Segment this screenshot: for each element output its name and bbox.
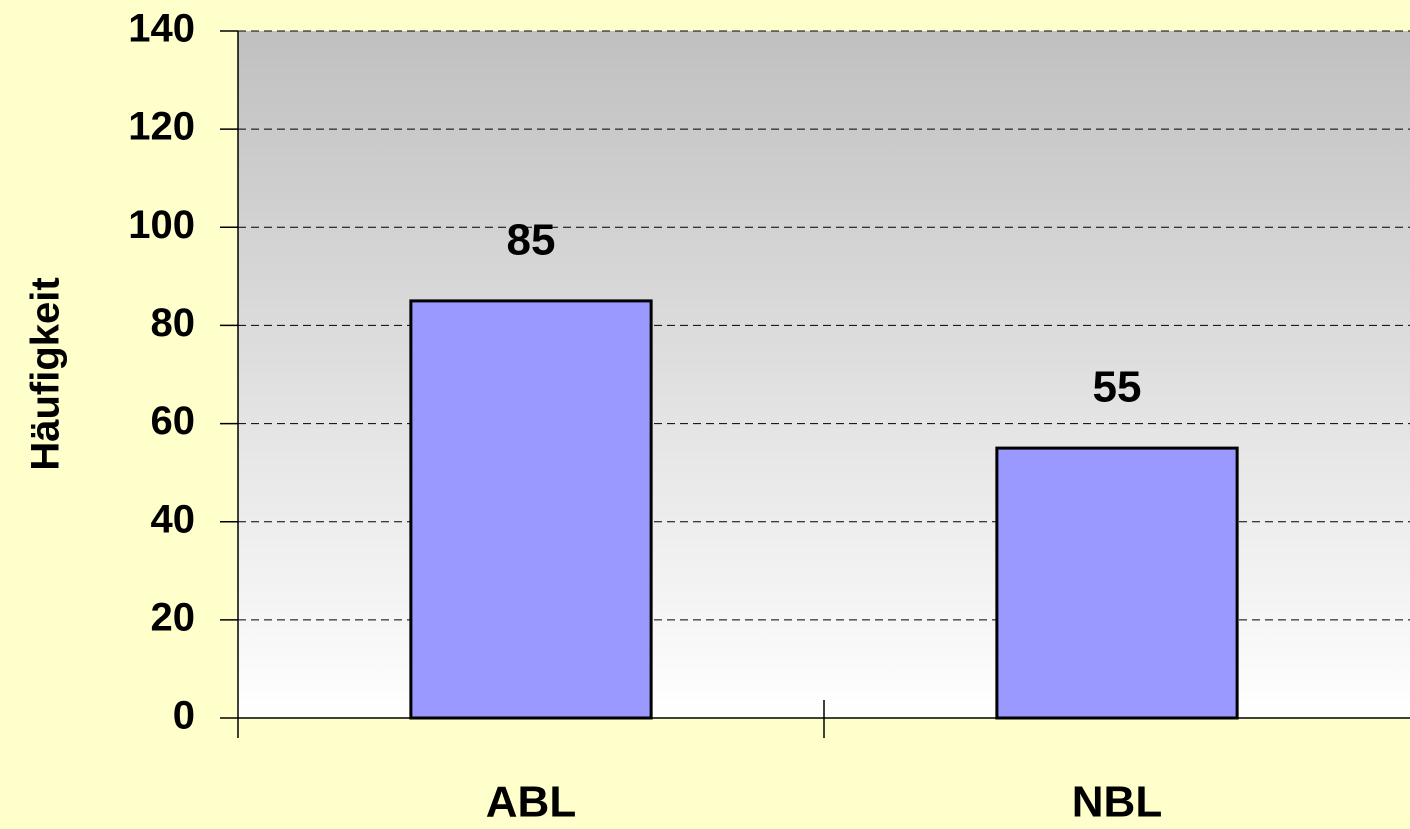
y-tick-label: 80 [151,301,196,345]
y-tick-label: 40 [151,497,196,541]
y-axis-label: Häufigkeit [24,277,68,470]
bar [409,299,653,720]
bar [995,446,1239,720]
data-label: 55 [1093,363,1142,412]
y-tick-label: 0 [173,694,195,738]
y-tick-label: 20 [151,595,196,639]
data-label: 85 [507,216,556,265]
y-tick-label: 140 [128,7,195,51]
x-tick-label: NBL [1072,778,1162,827]
x-tick-label: ABL [486,778,576,827]
y-tick-label: 60 [151,399,196,443]
y-tick-label: 120 [128,105,195,149]
y-tick-label: 100 [128,203,195,247]
